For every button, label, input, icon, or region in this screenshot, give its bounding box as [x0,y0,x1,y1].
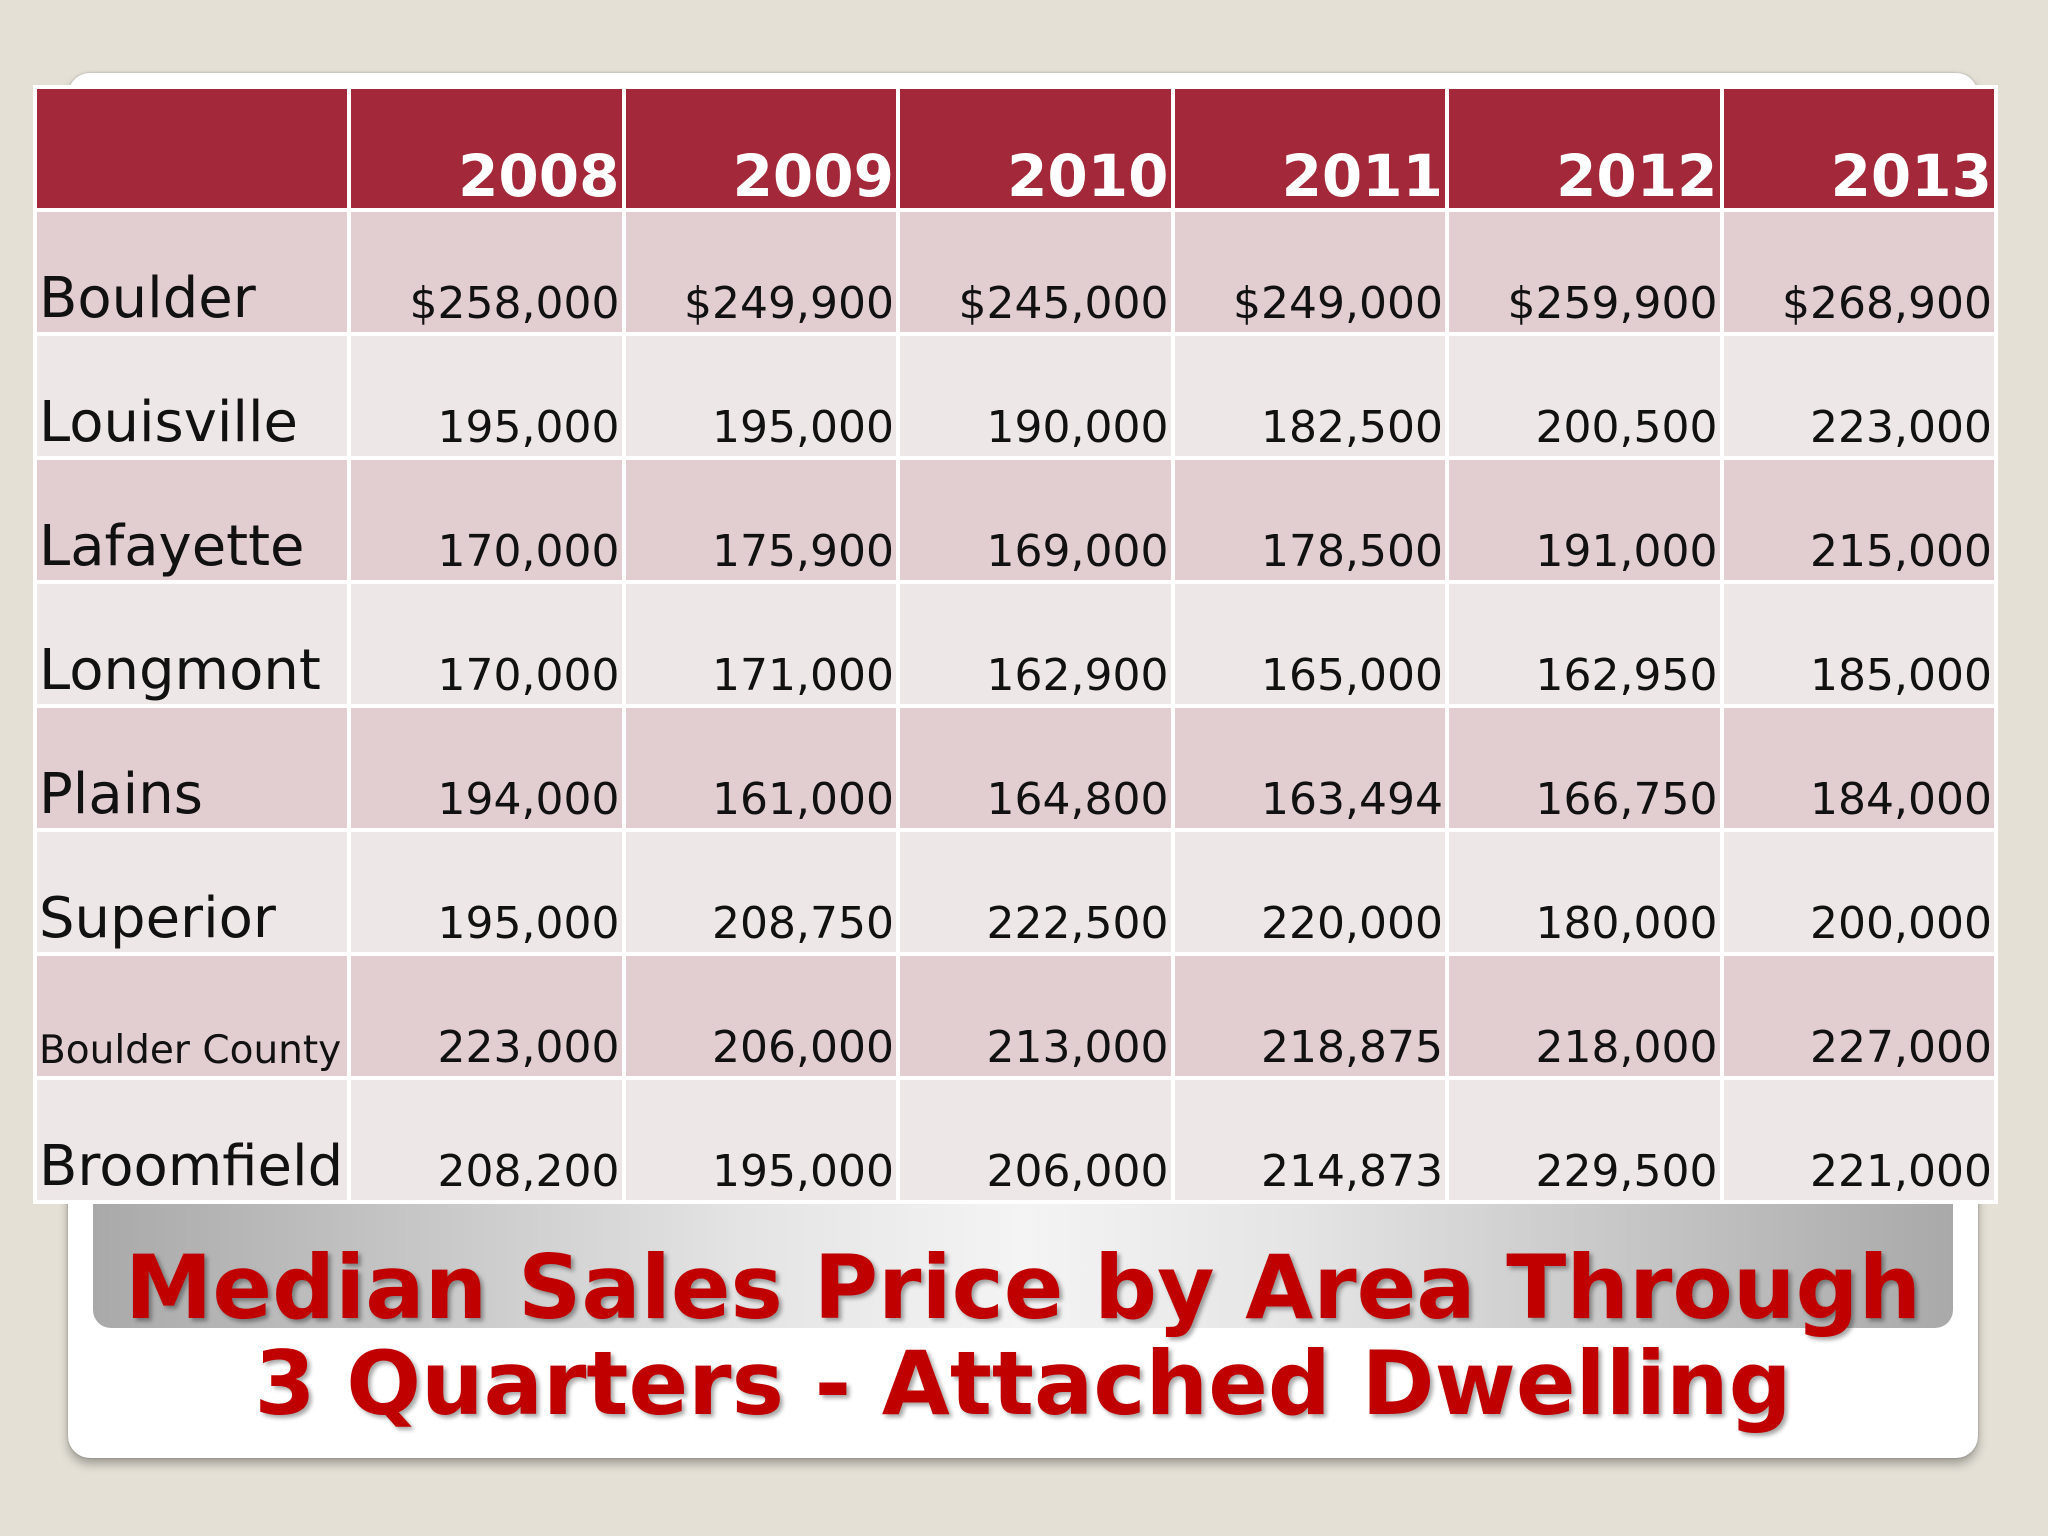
price-cell: 171,000 [621,580,900,708]
year-header: 2011 [1170,85,1449,212]
area-label: Broomfield [33,1076,351,1204]
table-row: Broomfield 208,200 195,000 206,000 214,8… [33,1076,1998,1204]
price-cell: 222,500 [896,828,1175,956]
title-line-2: 3 Quarters - Attached Dwelling [254,1332,1792,1435]
price-cell: $249,000 [1170,208,1449,336]
table-row: Boulder County 223,000 206,000 213,000 2… [33,952,1998,1080]
table-row: Louisville 195,000 195,000 190,000 182,5… [33,332,1998,460]
price-cell: 214,873 [1170,1076,1449,1204]
price-cell: 220,000 [1170,828,1449,956]
price-cell: 165,000 [1170,580,1449,708]
price-cell: 162,950 [1445,580,1724,708]
median-price-table: 2008 2009 2010 2011 2012 2013 Boulder $2… [33,85,1998,1204]
price-cell: 208,750 [621,828,900,956]
price-cell: 180,000 [1445,828,1724,956]
price-cell: 194,000 [347,704,626,832]
price-cell: 190,000 [896,332,1175,460]
title-banner [93,1200,1953,1328]
area-label: Longmont [33,580,351,708]
price-cell: 184,000 [1719,704,1998,832]
price-cell: $249,900 [621,208,900,336]
price-cell: $268,900 [1719,208,1998,336]
price-cell: $258,000 [347,208,626,336]
area-label: Lafayette [33,456,351,584]
price-cell: $259,900 [1445,208,1724,336]
price-cell: 175,900 [621,456,900,584]
price-cell: 200,000 [1719,828,1998,956]
year-header: 2013 [1719,85,1998,212]
price-cell: 213,000 [896,952,1175,1080]
price-cell: 163,494 [1170,704,1449,832]
price-cell: 206,000 [621,952,900,1080]
slide-title: Median Sales Price by Area Through 3 Qua… [93,1240,1953,1432]
table-row: Plains 194,000 161,000 164,800 163,494 1… [33,704,1998,832]
table-row: Longmont 170,000 171,000 162,900 165,000… [33,580,1998,708]
price-cell: 166,750 [1445,704,1724,832]
area-label: Louisville [33,332,351,460]
price-cell: 227,000 [1719,952,1998,1080]
year-header: 2012 [1445,85,1724,212]
price-cell: 223,000 [1719,332,1998,460]
table-body: Boulder $258,000 $249,900 $245,000 $249,… [33,208,1998,1204]
year-header: 2008 [347,85,626,212]
price-cell: 215,000 [1719,456,1998,584]
table-row: Lafayette 170,000 175,900 169,000 178,50… [33,456,1998,584]
price-cell: 170,000 [347,456,626,584]
price-cell: 218,000 [1445,952,1724,1080]
price-cell: 169,000 [896,456,1175,584]
table-header: 2008 2009 2010 2011 2012 2013 [33,85,1998,212]
area-label: Boulder [33,208,351,336]
price-cell: 164,800 [896,704,1175,832]
price-cell: 195,000 [347,828,626,956]
area-label: Superior [33,828,351,956]
price-cell: 182,500 [1170,332,1449,460]
header-corner-cell [33,85,351,212]
year-header: 2010 [896,85,1175,212]
price-cell: 218,875 [1170,952,1449,1080]
price-cell: 170,000 [347,580,626,708]
price-cell: 178,500 [1170,456,1449,584]
header-row: 2008 2009 2010 2011 2012 2013 [33,85,1998,212]
year-header: 2009 [621,85,900,212]
price-cell: 223,000 [347,952,626,1080]
area-label: Boulder County [33,952,351,1080]
price-cell: 191,000 [1445,456,1724,584]
table-row: Superior 195,000 208,750 222,500 220,000… [33,828,1998,956]
price-cell: 229,500 [1445,1076,1724,1204]
price-cell: $245,000 [896,208,1175,336]
price-cell: 195,000 [347,332,626,460]
price-cell: 162,900 [896,580,1175,708]
price-cell: 195,000 [621,332,900,460]
price-cell: 208,200 [347,1076,626,1204]
price-cell: 200,500 [1445,332,1724,460]
price-cell: 185,000 [1719,580,1998,708]
area-label: Plains [33,704,351,832]
price-cell: 221,000 [1719,1076,1998,1204]
price-cell: 206,000 [896,1076,1175,1204]
title-line-1: Median Sales Price by Area Through [124,1236,1922,1339]
price-cell: 161,000 [621,704,900,832]
table-row: Boulder $258,000 $249,900 $245,000 $249,… [33,208,1998,336]
price-cell: 195,000 [621,1076,900,1204]
